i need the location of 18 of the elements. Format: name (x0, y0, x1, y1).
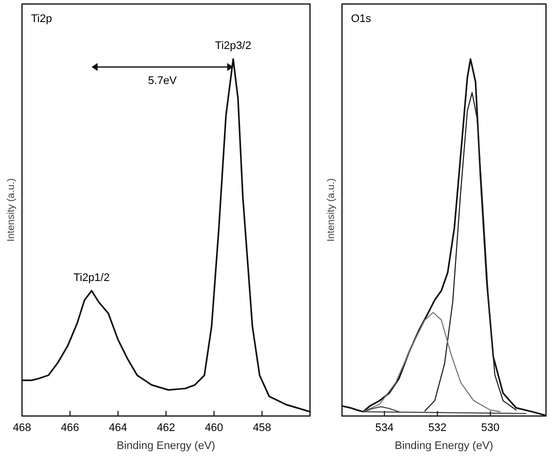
x-axis-title: Binding Energy (eV) (394, 440, 494, 452)
x-tick-label: 466 (60, 422, 80, 434)
chart-title: O1s (351, 13, 372, 25)
chart-title: Ti2p (31, 13, 52, 25)
y-axis-title: Intensity (a.u.) (326, 178, 337, 242)
x-tick-label: 462 (156, 422, 176, 434)
x-tick-label: 532 (428, 422, 447, 434)
x-tick-label: 534 (375, 422, 394, 434)
annotation: 5.7eV (148, 75, 178, 87)
y-axis-title: Intensity (a.u.) (6, 178, 17, 242)
x-tick-label: 530 (481, 422, 500, 434)
annotation: Ti2p3/2 (215, 40, 252, 52)
x-tick-label: 464 (108, 422, 128, 434)
x-tick-label: 468 (12, 422, 32, 434)
x-tick-label: 460 (204, 422, 224, 434)
x-tick-label: 458 (252, 422, 272, 434)
x-axis-title: Binding Energy (eV) (116, 440, 216, 452)
annotation: Ti2p1/2 (73, 272, 110, 284)
